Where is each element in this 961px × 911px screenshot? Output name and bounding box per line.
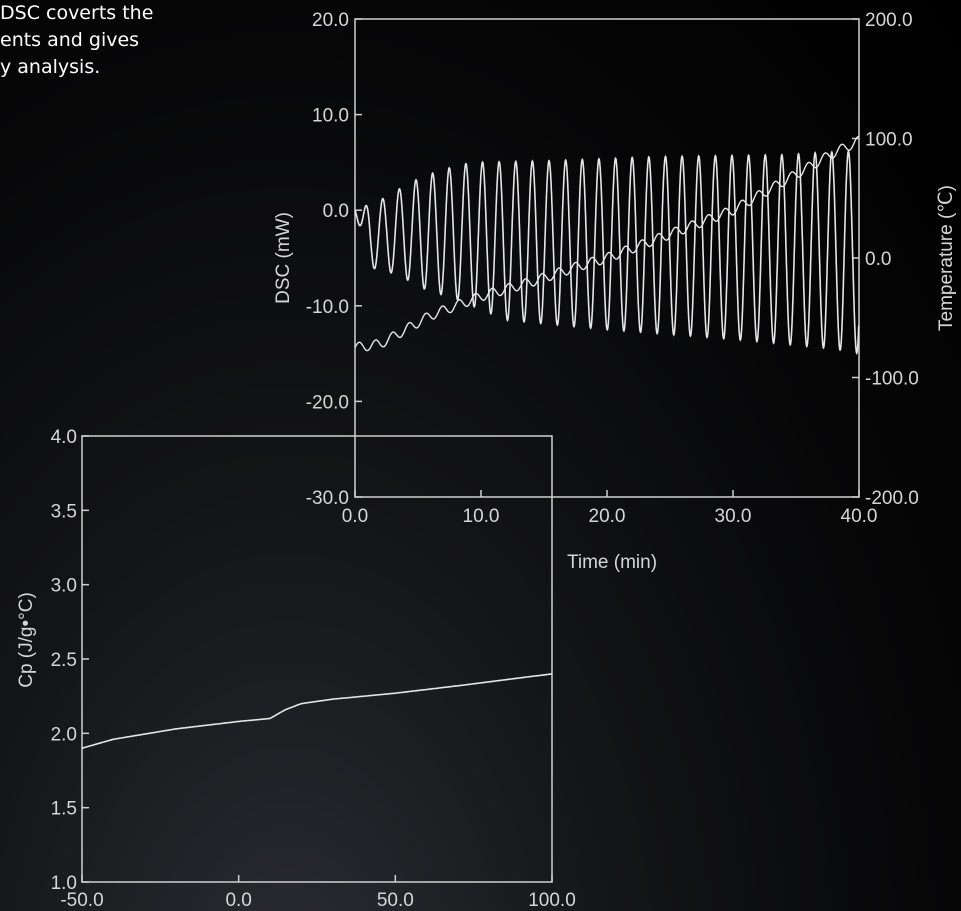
cp-x-tick-label: -50.0 — [60, 890, 103, 911]
intro-text-line-3: y analysis. — [0, 56, 101, 78]
dsc-y2-tick-label: 200.0 — [865, 10, 913, 31]
cp-y-tick-label: 2.0 — [51, 724, 77, 745]
dsc-y-tick-label: -30.0 — [306, 488, 349, 509]
intro-text-line-1: DSC coverts the — [0, 2, 154, 24]
dsc-x-tick-label: 20.0 — [589, 506, 626, 527]
cp-y-tick-label: 1.5 — [51, 799, 77, 820]
dsc-y2-tick-label: -100.0 — [865, 369, 919, 390]
dsc-y-tick-label: 0.0 — [323, 201, 349, 222]
dsc-x-tick-label: 40.0 — [841, 506, 878, 527]
dsc-x-tick-label: 30.0 — [715, 506, 752, 527]
cp-y-tick-label: 3.0 — [51, 576, 77, 597]
cp-x-tick-label: 50.0 — [377, 890, 414, 911]
dsc-x-tick-label: 10.0 — [463, 506, 500, 527]
cp-y-tick-label: 1.0 — [51, 873, 77, 894]
dsc-y2-axis-label: Temperature (℃) — [936, 185, 957, 331]
temperature-line — [354, 135, 859, 352]
dsc-y2-tick-label: 0.0 — [865, 249, 891, 270]
cp-x-tick-label: 0.0 — [225, 890, 251, 911]
cp-line — [81, 673, 553, 749]
cp-y-axis-label: Cp (J/g•°C) — [16, 592, 37, 688]
cp-marks: -50.0 0.0 50.0 100.0 4.0 3.5 3.0 2.5 2.0 1.5 1.0 — [51, 427, 576, 911]
cp-y-tick-label: 4.0 — [51, 427, 77, 448]
dsc-y2-tick-label: -200.0 — [865, 488, 919, 509]
intro-text: DSC coverts the ents and gives y analysi… — [0, 0, 260, 81]
dsc-marks: 0.0 10.0 20.0 30.0 40.0 20.0 10.0 0.0 -10.0 -20.0… — [306, 10, 919, 527]
dsc-y2-tick-label: 100.0 — [865, 130, 913, 151]
cp-x-tick-label: 100.0 — [528, 890, 576, 911]
dsc-x-axis-label: Time (min) — [567, 552, 657, 573]
dsc-x-tick-label: 0.0 — [342, 506, 368, 527]
intro-text-line-2: ents and gives — [0, 29, 140, 51]
dsc-heat-flow-line — [354, 149, 860, 355]
cp-y-tick-label: 2.5 — [51, 650, 77, 671]
dsc-y-tick-label: 20.0 — [312, 10, 349, 31]
dsc-chart: 0.0 10.0 20.0 30.0 40.0 20.0 10.0 0.0 -10.0 -20.0… — [273, 10, 957, 573]
cp-chart: -50.0 0.0 50.0 100.0 4.0 3.5 3.0 2.5 2.0 1.5 1.0 C… — [16, 427, 576, 911]
dsc-y-axis-label: DSC (mW) — [273, 212, 294, 304]
dsc-y-tick-label: -20.0 — [306, 392, 349, 413]
dsc-plot-frame — [354, 18, 860, 498]
dsc-y-tick-label: 10.0 — [312, 106, 349, 127]
cp-y-tick-label: 3.5 — [51, 501, 77, 522]
dsc-y-tick-label: -10.0 — [306, 297, 349, 318]
